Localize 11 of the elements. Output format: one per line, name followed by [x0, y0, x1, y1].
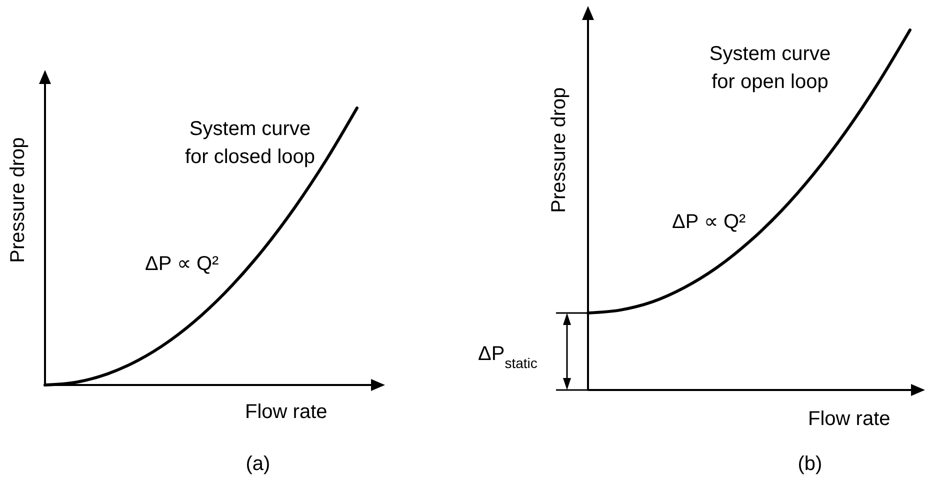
y-axis-title: Pressure drop — [548, 87, 570, 213]
x-axis-title: Flow rate — [245, 401, 328, 423]
x-axis-title: Flow rate — [808, 408, 890, 430]
text: (b) — [798, 453, 822, 475]
annotation: ΔP ∝ Q² — [145, 253, 220, 275]
annotation: ΔP ∝ Q² — [672, 211, 746, 233]
text: (a) — [246, 453, 270, 475]
y-axis-title: Pressure drop — [7, 137, 29, 263]
annotation: System curve for closed loop — [184, 118, 316, 168]
text: ΔP$_{static}$ — [478, 343, 538, 371]
annotation: System curve for open loop — [709, 43, 831, 93]
